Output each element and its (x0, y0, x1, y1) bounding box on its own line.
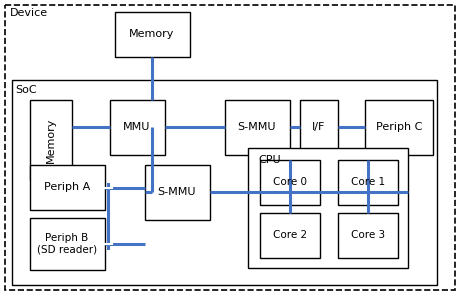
Bar (224, 100, 289, 155)
Bar (30, 218, 105, 270)
Bar (12, 80, 436, 285)
Bar (337, 160, 397, 205)
Bar (115, 12, 190, 57)
Bar (247, 148, 407, 268)
Bar (299, 100, 337, 155)
Bar (337, 213, 397, 258)
Text: MMU: MMU (123, 122, 151, 132)
Bar (259, 160, 319, 205)
Text: S-MMU: S-MMU (157, 187, 196, 197)
Text: Memory: Memory (46, 117, 56, 163)
Text: CPU: CPU (257, 155, 280, 165)
Bar (259, 213, 319, 258)
Text: Core 0: Core 0 (272, 177, 306, 187)
Text: I/F: I/F (312, 122, 325, 132)
Text: S-MMU: S-MMU (237, 122, 276, 132)
Text: Periph B
(SD reader): Periph B (SD reader) (37, 233, 97, 255)
Bar (364, 100, 432, 155)
Text: SoC: SoC (15, 85, 37, 95)
Text: Core 1: Core 1 (350, 177, 384, 187)
Bar (110, 100, 165, 155)
Bar (145, 165, 210, 220)
Text: Core 3: Core 3 (350, 230, 384, 240)
Text: Periph A: Periph A (44, 182, 90, 192)
Bar (30, 100, 72, 180)
Text: Core 2: Core 2 (272, 230, 307, 240)
Text: Memory: Memory (129, 29, 174, 39)
Text: Periph C: Periph C (375, 122, 421, 132)
Bar (30, 165, 105, 210)
Text: Device: Device (10, 8, 48, 18)
